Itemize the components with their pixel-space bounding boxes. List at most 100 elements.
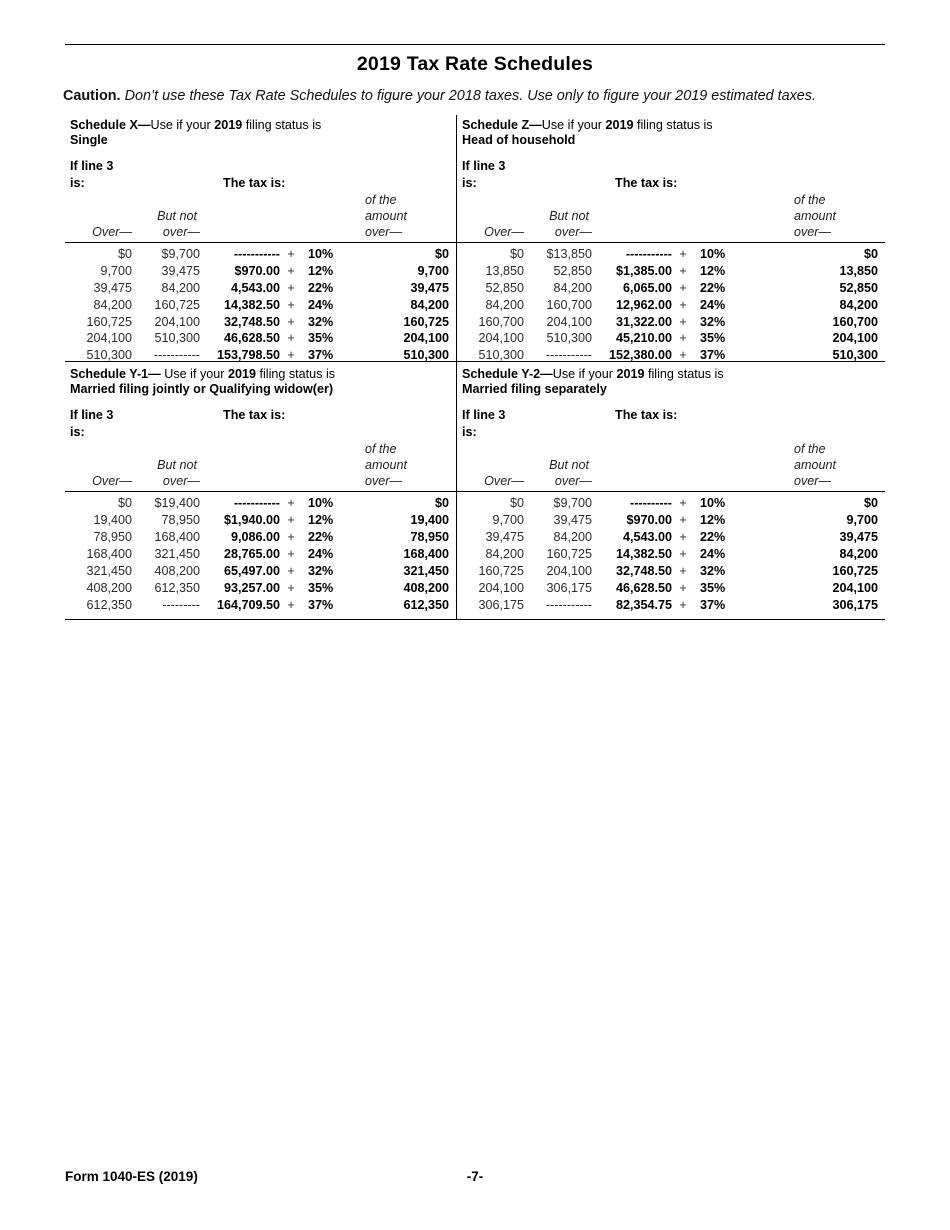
- cell-plus: +: [679, 513, 687, 528]
- cell-amount: 204,100: [832, 580, 878, 595]
- cell-tax: 46,628.50: [223, 331, 280, 346]
- of-the-text: of the: [794, 442, 826, 457]
- cell-rate: 10%: [700, 247, 726, 261]
- if-line-3-text: If line 3: [462, 159, 506, 173]
- tax-bracket-row: 160,725 204,100 32,748.50 +32% 160,725: [462, 563, 878, 580]
- cell-rate: 12%: [308, 263, 334, 278]
- cell-plus: +: [287, 331, 295, 346]
- cell-but-not: -----------: [153, 348, 200, 363]
- cell-over: 13,850: [485, 263, 524, 278]
- schedule-z-panel: Schedule Z—Use if your 2019 filing statu…: [457, 115, 885, 363]
- column-headers: Over— But not over— of the amount over—: [457, 192, 885, 243]
- schedule-name: Schedule Y-1—: [70, 367, 161, 382]
- tax-rate-schedules-grid: Schedule X—Use if your 2019 filing statu…: [65, 115, 885, 620]
- over-text: over—: [794, 225, 832, 239]
- tax-bracket-row: 9,700 39,475 $970.00 +12% 9,700: [462, 512, 878, 529]
- cell-plus: +: [679, 331, 687, 346]
- cell-rate: 32%: [700, 563, 726, 578]
- tax-is-label: The tax is:: [615, 176, 678, 190]
- cell-plus: +: [287, 563, 295, 578]
- cell-plus: +: [287, 314, 295, 329]
- column-headers: Over— But not over— of the amount over—: [65, 192, 456, 243]
- cell-amount: $0: [863, 496, 878, 511]
- cell-plus: +: [287, 496, 295, 511]
- schedule-use-text-end: filing status is: [255, 367, 336, 382]
- cell-rate: 37%: [308, 597, 334, 612]
- tax-bracket-table: $0 $13,850 ----------- +10% $0 13,850 52,850 $1…: [462, 243, 878, 361]
- schedule-header: Schedule Y-2—Use if your 2019 filing sta…: [462, 362, 878, 397]
- column-headers: Over— But not over— of the amount over—: [65, 441, 456, 493]
- cell-rate: 35%: [308, 331, 334, 346]
- form-number: Form 1040-ES (2019): [65, 1169, 198, 1184]
- cell-over: $0: [117, 496, 132, 511]
- tax-bracket-row: 160,725 204,100 32,748.50 +32% 160,725: [70, 314, 449, 331]
- cell-but-not: 84,200: [553, 530, 592, 545]
- tax-bracket-row: 39,475 84,200 4,543.00 +22% 39,475: [70, 280, 449, 297]
- tax-bracket-row: 84,200 160,700 12,962.00 +24% 84,200: [462, 297, 878, 314]
- amount-text: amount: [794, 458, 837, 473]
- table-labels-row: If line 3 is: The tax is:: [462, 407, 878, 441]
- tax-bracket-row: 321,450 408,200 65,497.00 +32% 321,450: [70, 563, 449, 580]
- cell-tax: 4,543.00: [622, 530, 672, 545]
- schedule-y1-panel: Schedule Y-1— Use if your 2019 filing st…: [65, 362, 457, 619]
- cell-amount: 160,700: [832, 314, 878, 329]
- cell-rate: 12%: [308, 513, 334, 528]
- of-the-amount-over-header: of the amount over—: [365, 192, 449, 240]
- but-not-column-header: But not: [157, 458, 197, 473]
- cell-over: 612,350: [86, 597, 132, 612]
- tax-bracket-row: 408,200 612,350 93,257.00 +35% 408,200: [70, 580, 449, 597]
- cell-rate: 22%: [700, 280, 726, 295]
- tax-bracket-row: 204,100 510,300 45,210.00 +35% 204,100: [462, 330, 878, 347]
- page-title: 2019 Tax Rate Schedules: [356, 53, 594, 75]
- cell-over: 84,200: [485, 297, 524, 312]
- cell-amount: 9,700: [846, 513, 878, 528]
- cell-tax: 31,322.00: [615, 314, 672, 329]
- schedule-header: Schedule Z—Use if your 2019 filing statu…: [462, 115, 878, 148]
- cell-rate: 10%: [308, 247, 334, 261]
- filing-status: Married filing separately: [462, 382, 607, 397]
- top-rule: [65, 44, 885, 45]
- cell-but-not: 306,175: [546, 580, 592, 595]
- cell-amount: 160,725: [403, 314, 449, 329]
- cell-plus: +: [287, 247, 295, 261]
- cell-rate: 35%: [700, 580, 726, 595]
- table-labels-row: If line 3 is: The tax is:: [70, 158, 449, 192]
- schedule-header: Schedule Y-1— Use if your 2019 filing st…: [70, 362, 449, 397]
- cell-but-not: 168,400: [154, 530, 200, 545]
- cell-over: 39,475: [485, 530, 524, 545]
- cell-tax: 93,257.00: [223, 580, 280, 595]
- cell-over: 306,175: [478, 597, 524, 612]
- cell-amount: 84,200: [410, 297, 449, 312]
- amount-text: amount: [365, 209, 408, 223]
- cell-amount: $0: [434, 496, 449, 511]
- filing-status: Single: [70, 133, 108, 147]
- but-not-over-column-header: over—: [554, 474, 592, 489]
- cell-but-not: 160,725: [546, 547, 592, 562]
- tax-bracket-table: $0 $9,700 ---------- +10% $0 9,700 39,475 $970.…: [462, 492, 878, 613]
- over-column-header: Over—: [92, 474, 132, 489]
- cell-tax: 12,962.00: [615, 297, 672, 312]
- cell-rate: 32%: [700, 314, 726, 329]
- amount-text: amount: [365, 458, 408, 473]
- cell-but-not: 39,475: [161, 263, 200, 278]
- cell-but-not: 204,100: [546, 314, 592, 329]
- cell-but-not: 78,950: [161, 513, 200, 528]
- but-not-over-column-header: over—: [554, 225, 592, 239]
- cell-amount: 84,200: [839, 547, 878, 562]
- cell-plus: +: [679, 530, 687, 545]
- cell-amount: 612,350: [403, 597, 449, 612]
- tax-is-label: The tax is:: [615, 408, 678, 423]
- tax-bracket-row: $0 $13,850 ----------- +10% $0: [462, 246, 878, 263]
- of-the-text: of the: [794, 193, 826, 207]
- cell-amount: $0: [863, 247, 878, 261]
- cell-tax: 9,086.00: [230, 530, 280, 545]
- tax-bracket-row: 19,400 78,950 $1,940.00 +12% 19,400: [70, 512, 449, 529]
- schedule-year: 2019: [616, 367, 645, 382]
- but-not-over-column-header: over—: [162, 474, 200, 489]
- cell-over: 204,100: [478, 331, 524, 346]
- cell-but-not: 52,850: [553, 263, 592, 278]
- cell-plus: +: [287, 263, 295, 278]
- cell-rate: 10%: [700, 496, 726, 511]
- cell-but-not: 84,200: [161, 280, 200, 295]
- if-line-3-text: If line 3: [462, 408, 506, 423]
